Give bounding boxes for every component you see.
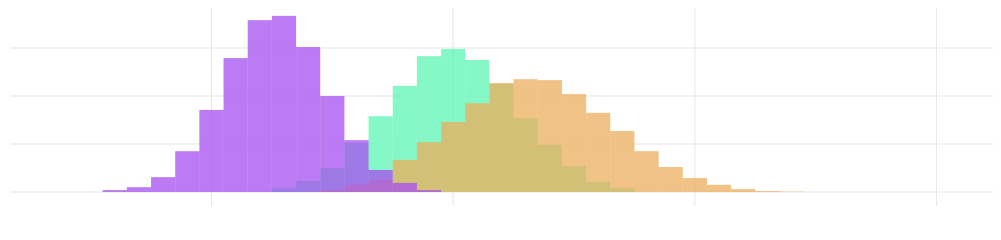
histogram-bar — [561, 94, 587, 192]
histogram-bar — [537, 80, 562, 192]
histogram-bar — [102, 190, 127, 192]
histogram-bar — [223, 58, 248, 192]
histogram-bar — [368, 169, 393, 192]
histogram-bar — [247, 20, 272, 192]
histogram-bar — [755, 191, 780, 192]
histogram-bar — [344, 140, 369, 192]
histogram-bar — [513, 79, 538, 192]
chart — [10, 8, 993, 206]
histogram-bar — [416, 190, 442, 192]
histogram-bar — [586, 112, 611, 192]
histogram-bar — [175, 151, 200, 192]
histogram-bar — [126, 187, 152, 192]
histogram-bar — [320, 96, 345, 192]
histogram-bar — [682, 178, 707, 192]
histogram-bar — [199, 109, 224, 192]
histogram-bar — [489, 83, 514, 192]
histogram-bar — [416, 142, 442, 192]
histogram-bar — [441, 121, 466, 192]
histogram-bar — [296, 47, 321, 192]
page: (() => { const data = JSON.parse(documen… — [10, 8, 993, 206]
histogram-bar — [706, 184, 732, 192]
histogram-bar — [392, 182, 417, 192]
histogram-bar — [658, 167, 683, 192]
histogram-bar — [731, 189, 756, 192]
histogram-bar — [151, 177, 176, 192]
histogram-bar — [271, 15, 297, 193]
histogram-bar — [634, 151, 659, 192]
histogram-bar — [610, 131, 635, 192]
histogram-bar — [465, 103, 490, 192]
